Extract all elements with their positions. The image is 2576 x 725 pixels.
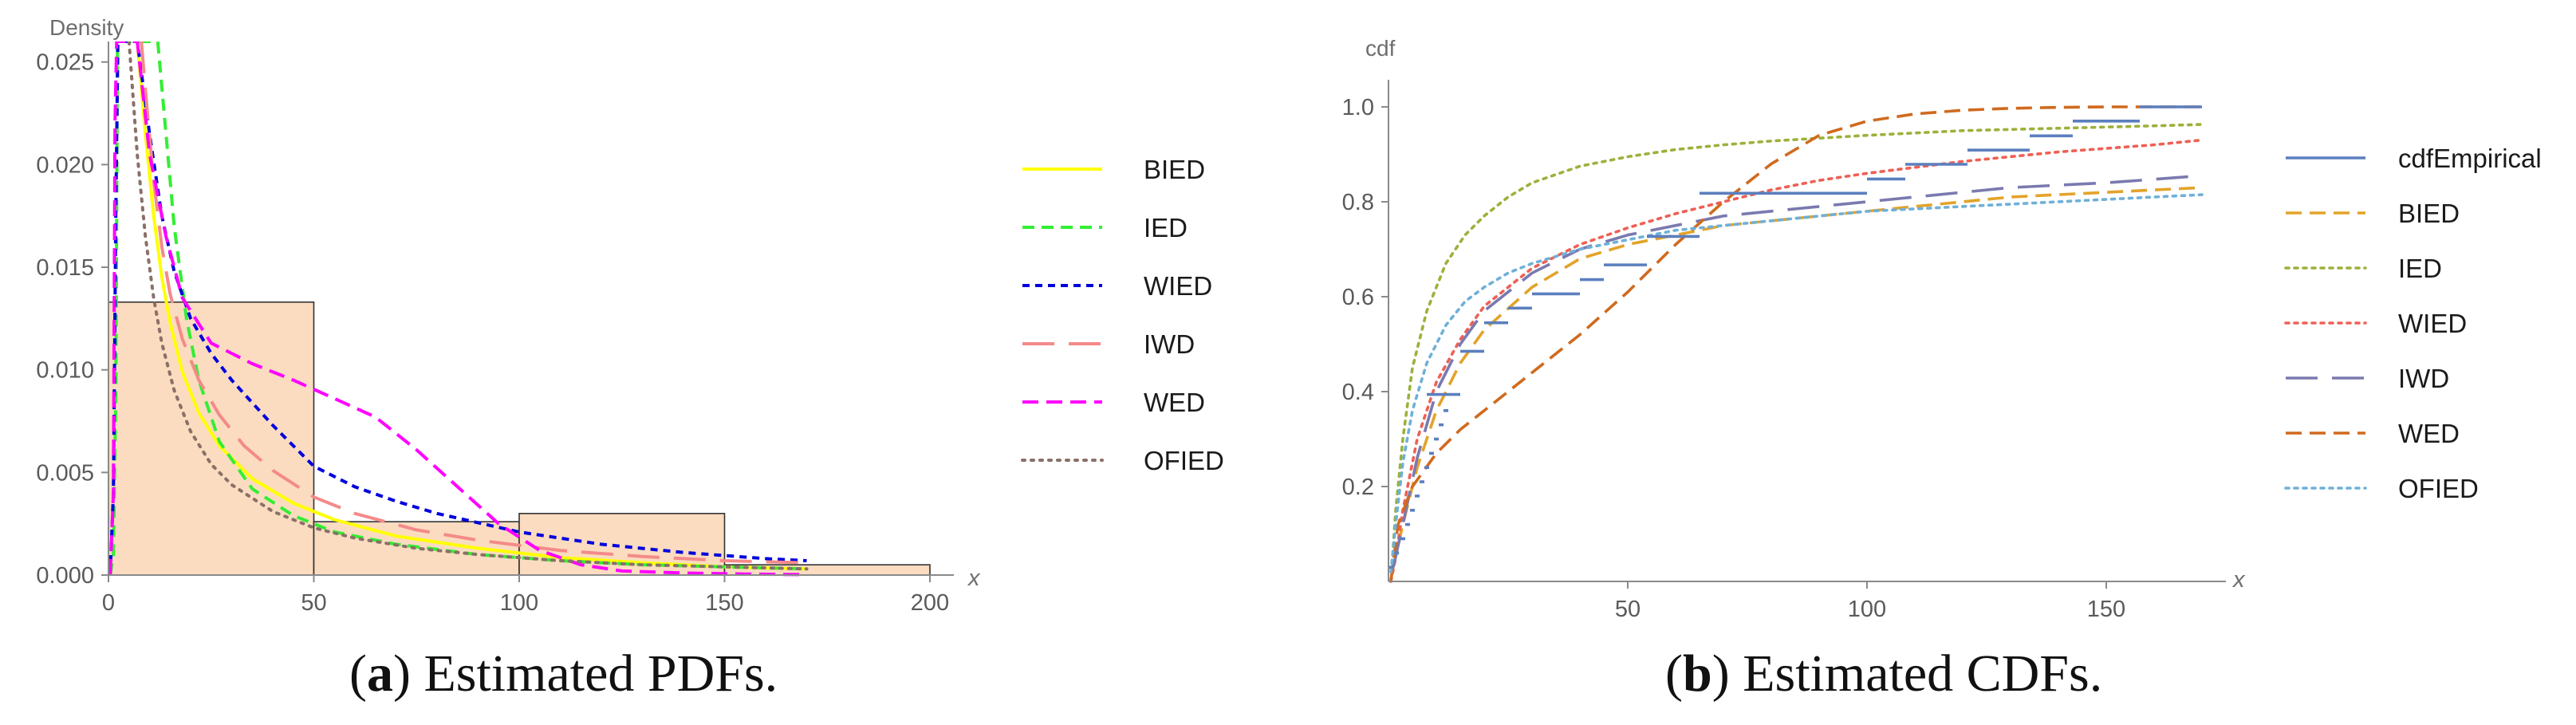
panel-b-cdf-chart: 50 100 150 0.2 0.4 0.6 0.8 1.0 cdfEmpirical BIED… [1342, 36, 2542, 703]
pdf-caption-text: Estimated PDFs. [423, 644, 778, 703]
cdf-axes: 50 100 150 0.2 0.4 0.6 0.8 1.0 [1342, 80, 2226, 622]
cdf-y-tick-label: 1.0 [1342, 95, 1374, 120]
pdf-x-tick-label: 150 [705, 590, 743, 616]
pdf-y-tick-label: 0.010 [36, 358, 94, 384]
pdf-series [108, 41, 809, 577]
cdf-x-axis-label: x [2231, 567, 2246, 593]
pdf-legend-label-wed: WED [1144, 388, 1205, 417]
pdf-y-tick-label: 0.025 [36, 50, 94, 76]
cdf-empirical-steps [1388, 105, 2202, 569]
pdf-series-wed [108, 41, 807, 577]
pdf-y-tick-label: 0.000 [36, 563, 94, 589]
pdf-x-tick-label: 50 [301, 590, 326, 616]
cdf-series-iwd [1392, 174, 2203, 568]
pdf-legend-label-iwd: IWD [1144, 329, 1195, 359]
cdf-caption-text: Estimated CDFs. [1743, 644, 2102, 703]
histogram-bar-1 [108, 301, 315, 576]
cdf-series-bied [1392, 186, 2203, 568]
pdf-legend-label-bied: BIED [1144, 155, 1205, 184]
cdf-x-tick-label: 150 [2087, 597, 2125, 622]
pdf-series-bied [136, 41, 807, 571]
cdf-legend-label-cdfempirical: cdfEmpirical [2398, 144, 2542, 173]
cdf-legend-label-bied: BIED [2398, 199, 2460, 228]
cdf-series-ofied [1389, 193, 2204, 573]
pdf-series-ofied [127, 41, 809, 571]
pdf-x-tick-label: 100 [500, 590, 538, 616]
cdf-y-axis-label: cdf [1365, 36, 1396, 61]
cdf-y-tick-label: 0.4 [1342, 380, 1374, 405]
pdf-y-tick-label: 0.020 [36, 152, 94, 178]
cdf-series-ied [1389, 123, 2204, 583]
pdf-series-iwd [140, 41, 807, 565]
pdf-x-tick-label: 0 [102, 590, 115, 616]
cdf-series-wied [1389, 138, 2204, 583]
pdf-axes: 0 50 100 150 200 0.000 0.005 0.010 0.015 0.020 0.0… [36, 41, 954, 616]
pdf-caption-label: a [367, 644, 393, 703]
panel-a-pdf-chart: 0 50 100 150 200 0.000 0.005 0.010 0.015 0.020 0.0… [36, 15, 1223, 703]
pdf-y-tick-label: 0.015 [36, 255, 94, 281]
cdf-legend-label-iwd: IWD [2398, 364, 2449, 393]
cdf-legend-label-wed: WED [2398, 419, 2460, 448]
cdf-y-tick-label: 0.6 [1342, 285, 1374, 310]
cdf-legend-label-ofied: OFIED [2398, 474, 2479, 503]
pdf-y-axis-label: Density [49, 15, 124, 40]
cdf-x-tick-label: 50 [1615, 597, 1641, 622]
pdf-legend-label-wied: WIED [1144, 271, 1212, 301]
pdf-x-axis-label: x [967, 565, 981, 591]
cdf-series-wed [1389, 105, 2202, 582]
pdf-histogram [108, 301, 931, 576]
cdf-caption: (b) Estimated CDFs. [1665, 644, 2102, 703]
cdf-legend: cdfEmpirical BIED IED WIED IWD WED OFIED [2284, 144, 2542, 503]
cdf-y-tick-label: 0.8 [1342, 190, 1374, 215]
cdf-x-tick-label: 100 [1848, 597, 1886, 622]
pdf-y-tick-label: 0.005 [36, 460, 94, 486]
cdf-caption-label: b [1683, 644, 1712, 703]
pdf-legend-label-ied: IED [1144, 213, 1188, 242]
cdf-legend-label-ied: IED [2398, 254, 2442, 283]
pdf-legend: BIED IED WIED IWD WED OFIED [1021, 155, 1224, 475]
pdf-caption: (a) Estimated PDFs. [349, 644, 778, 703]
cdf-series [1389, 105, 2204, 583]
cdf-y-tick-label: 0.2 [1342, 475, 1374, 500]
cdf-legend-label-wied: WIED [2398, 309, 2467, 338]
pdf-series-wied [108, 41, 807, 576]
pdf-legend-label-ofied: OFIED [1144, 446, 1224, 475]
pdf-x-tick-label: 200 [911, 590, 949, 616]
